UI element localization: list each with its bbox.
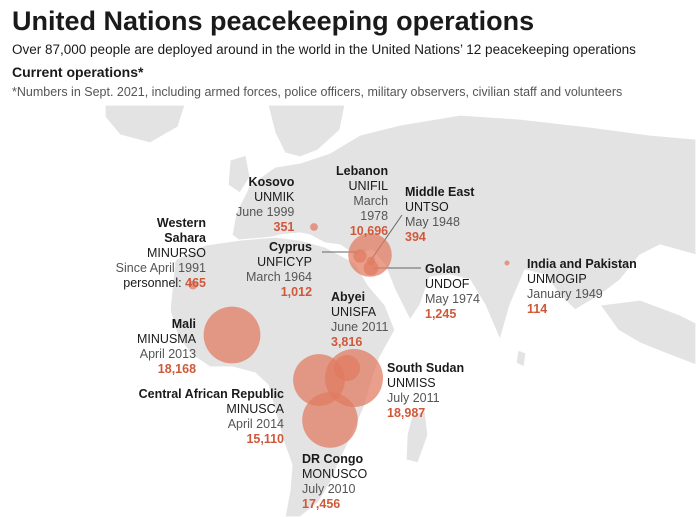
op-personnel-label: personnel: bbox=[123, 276, 182, 290]
op-since: March bbox=[353, 194, 389, 208]
op-name: Mali bbox=[171, 317, 197, 331]
op-since: April 2014 bbox=[227, 417, 284, 431]
label-dr-congo: DR Congo MONUSCO July 2010 17,456 bbox=[302, 452, 367, 512]
op-personnel: 18,987 bbox=[387, 406, 426, 420]
land-southeast-asia bbox=[599, 299, 696, 366]
op-name: DR Congo bbox=[302, 452, 364, 466]
op-personnel: 1,012 bbox=[280, 285, 313, 299]
op-since: May 1948 bbox=[405, 215, 460, 229]
op-code: MINUSCA bbox=[226, 402, 284, 416]
bubble-mali bbox=[203, 306, 261, 364]
label-south-sudan: South Sudan UNMISS July 2011 18,987 bbox=[387, 361, 464, 421]
label-india-pakistan: India and Pakistan UNMOGIP January 1949 … bbox=[527, 257, 637, 317]
op-code: UNMOGIP bbox=[527, 272, 587, 286]
op-name: Cyprus bbox=[268, 240, 313, 254]
op-name: India and Pakistan bbox=[527, 257, 637, 271]
op-since: May 1974 bbox=[425, 292, 480, 306]
world-map bbox=[104, 105, 696, 517]
bubble-kosovo bbox=[310, 223, 318, 231]
label-abyei: Abyei UNISFA June 2011 3,816 bbox=[331, 290, 388, 350]
op-since-year: 1978 bbox=[360, 209, 389, 223]
operation-bubbles bbox=[188, 223, 510, 448]
op-name: Lebanon bbox=[336, 164, 389, 178]
op-name: South Sudan bbox=[387, 361, 465, 375]
label-central-african-republic: Central African Republic MINUSCA April 2… bbox=[124, 387, 284, 447]
label-mali: Mali MINUSMA April 2013 18,168 bbox=[137, 317, 196, 377]
land-greenland bbox=[104, 105, 186, 144]
op-name-line-2: Sahara bbox=[164, 231, 206, 245]
op-name: Abyei bbox=[331, 290, 366, 304]
op-code: UNFICYP bbox=[257, 255, 313, 269]
op-code: UNIFIL bbox=[348, 179, 389, 193]
op-code: UNMISS bbox=[387, 376, 436, 390]
land-scandinavia bbox=[267, 105, 346, 158]
op-name: Central African Republic bbox=[138, 387, 284, 401]
subheading: Current operations* bbox=[12, 64, 144, 80]
op-name: Kosovo bbox=[248, 175, 295, 189]
op-personnel: 17,456 bbox=[302, 497, 341, 511]
bubble-lebanon bbox=[348, 233, 392, 277]
label-lebanon: Lebanon UNIFIL March 1978 10,696 bbox=[336, 164, 388, 239]
op-personnel: 394 bbox=[405, 230, 426, 244]
land-sri-lanka bbox=[515, 349, 527, 368]
op-code: MINURSO bbox=[146, 246, 206, 260]
op-personnel: 1,245 bbox=[425, 307, 457, 321]
op-code: MINUSMA bbox=[137, 332, 197, 346]
subtitle: Over 87,000 people are deployed around i… bbox=[12, 42, 636, 57]
op-code: UNTSO bbox=[405, 200, 449, 214]
op-personnel: 15,110 bbox=[246, 432, 284, 446]
op-code: MONUSCO bbox=[302, 467, 368, 481]
op-name: Middle East bbox=[405, 185, 475, 199]
op-since: January 1949 bbox=[527, 287, 603, 301]
label-golan: Golan UNDOF May 1974 1,245 bbox=[425, 262, 480, 322]
op-name: Golan bbox=[425, 262, 461, 276]
op-since: June 2011 bbox=[331, 320, 389, 334]
page-title: United Nations peacekeeping operations bbox=[12, 6, 535, 36]
land-eurasia bbox=[231, 114, 696, 341]
op-personnel: 114 bbox=[527, 302, 548, 316]
footnote: *Numbers in Sept. 2021, including armed … bbox=[12, 85, 623, 99]
label-middle-east: Middle East UNTSO May 1948 394 bbox=[405, 185, 474, 245]
land-masses bbox=[104, 105, 696, 517]
bubble-golan bbox=[363, 260, 379, 276]
op-since: April 2013 bbox=[139, 347, 197, 361]
bubble-india-pakistan bbox=[504, 260, 510, 266]
op-code: UNDOF bbox=[425, 277, 470, 291]
op-name: Western bbox=[156, 216, 206, 230]
op-code: UNISFA bbox=[331, 305, 377, 319]
land-uk bbox=[227, 154, 251, 194]
op-personnel: 351 bbox=[273, 220, 295, 234]
op-personnel: 18,168 bbox=[157, 362, 197, 376]
label-cyprus: Cyprus UNFICYP March 1964 1,012 bbox=[246, 240, 312, 300]
op-personnel: 10,696 bbox=[349, 224, 389, 238]
op-since: June 1999 bbox=[236, 205, 295, 219]
op-personnel: 3,816 bbox=[331, 335, 363, 349]
op-since: July 2011 bbox=[387, 391, 440, 405]
op-personnel: 465 bbox=[185, 276, 206, 290]
op-since: Since April 1991 bbox=[115, 261, 206, 275]
op-code: UNMIK bbox=[254, 190, 295, 204]
label-western-sahara: Western Sahara MINURSO Since April 1991 … bbox=[110, 216, 206, 291]
bubble-dr-congo bbox=[302, 392, 358, 448]
op-since: July 2010 bbox=[302, 482, 356, 496]
bubble-abyei bbox=[334, 355, 360, 381]
op-since: March 1964 bbox=[246, 270, 313, 284]
label-kosovo: Kosovo UNMIK June 1999 351 bbox=[236, 175, 294, 235]
land-africa bbox=[169, 236, 396, 517]
bubble-western-sahara bbox=[188, 280, 198, 290]
land-madagascar bbox=[405, 409, 429, 464]
